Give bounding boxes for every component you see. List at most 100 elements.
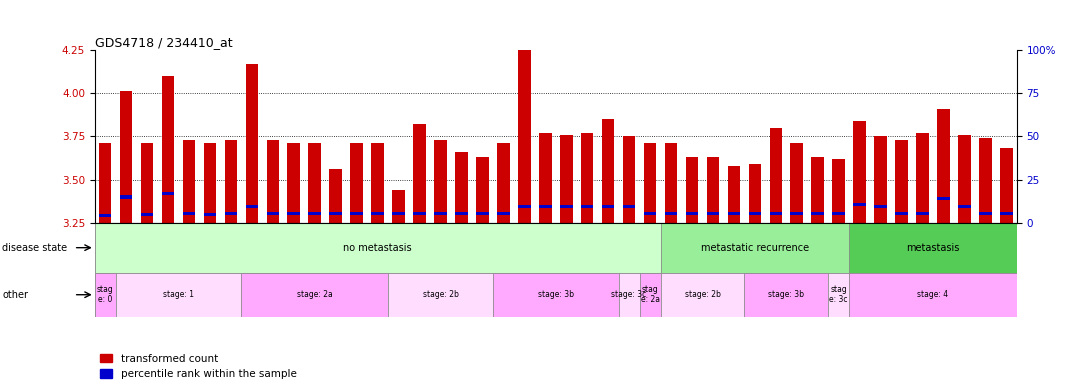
Bar bbox=[665, 212, 677, 215]
Text: stage: 2b: stage: 2b bbox=[684, 290, 721, 299]
Bar bbox=[560, 205, 572, 208]
Bar bbox=[619, 273, 639, 317]
Bar bbox=[476, 212, 489, 215]
Bar bbox=[493, 273, 619, 317]
Bar bbox=[643, 143, 656, 223]
Text: metastatic recurrence: metastatic recurrence bbox=[700, 243, 809, 253]
Bar bbox=[833, 212, 845, 215]
Bar bbox=[267, 212, 279, 215]
Bar bbox=[979, 212, 992, 215]
Bar bbox=[225, 140, 237, 223]
Bar bbox=[958, 205, 971, 208]
Bar bbox=[183, 140, 195, 223]
Bar bbox=[413, 124, 426, 223]
Bar bbox=[287, 212, 300, 215]
Bar bbox=[581, 205, 594, 208]
Bar bbox=[455, 152, 468, 223]
Bar bbox=[707, 212, 719, 215]
Legend: transformed count, percentile rank within the sample: transformed count, percentile rank withi… bbox=[100, 354, 297, 379]
Bar bbox=[95, 223, 661, 273]
Bar bbox=[435, 140, 447, 223]
Text: stag
e: 3c: stag e: 3c bbox=[830, 285, 848, 305]
Bar bbox=[875, 136, 887, 223]
Bar bbox=[791, 212, 803, 215]
Bar bbox=[849, 273, 1017, 317]
Bar bbox=[917, 133, 929, 223]
Bar bbox=[539, 205, 552, 208]
Text: GDS4718 / 234410_at: GDS4718 / 234410_at bbox=[95, 36, 232, 49]
Text: metastasis: metastasis bbox=[906, 243, 960, 253]
Bar bbox=[99, 214, 112, 217]
Bar bbox=[727, 166, 740, 223]
Bar bbox=[329, 169, 342, 223]
Text: no metastasis: no metastasis bbox=[343, 243, 412, 253]
Bar bbox=[119, 195, 132, 199]
Bar bbox=[119, 91, 132, 223]
Text: other: other bbox=[2, 290, 28, 300]
Bar bbox=[979, 138, 992, 223]
Bar bbox=[745, 273, 829, 317]
Bar bbox=[388, 273, 493, 317]
Bar bbox=[811, 157, 824, 223]
Bar bbox=[371, 212, 384, 215]
Bar bbox=[476, 157, 489, 223]
Bar bbox=[769, 128, 782, 223]
Bar bbox=[829, 273, 849, 317]
Bar bbox=[393, 212, 405, 215]
Bar bbox=[707, 157, 719, 223]
Bar bbox=[393, 190, 405, 223]
Bar bbox=[225, 212, 237, 215]
Bar bbox=[853, 121, 866, 223]
Bar bbox=[1000, 149, 1013, 223]
Bar bbox=[937, 197, 950, 200]
Bar bbox=[329, 212, 342, 215]
Bar bbox=[497, 212, 510, 215]
Bar bbox=[875, 205, 887, 208]
Bar bbox=[1000, 212, 1013, 215]
Bar bbox=[161, 192, 174, 195]
Bar bbox=[685, 157, 698, 223]
Text: stage: 3b: stage: 3b bbox=[768, 290, 804, 299]
Bar bbox=[267, 140, 279, 223]
Bar bbox=[895, 212, 908, 215]
Bar bbox=[895, 140, 908, 223]
Bar bbox=[623, 136, 636, 223]
Bar bbox=[917, 212, 929, 215]
Bar bbox=[601, 119, 614, 223]
Bar bbox=[665, 143, 677, 223]
Bar bbox=[749, 212, 761, 215]
Bar bbox=[351, 212, 363, 215]
Text: stage: 2a: stage: 2a bbox=[297, 290, 332, 299]
Bar bbox=[141, 213, 154, 216]
Bar bbox=[99, 143, 112, 223]
Bar bbox=[203, 213, 216, 216]
Bar bbox=[245, 205, 258, 208]
Bar bbox=[661, 223, 849, 273]
Bar bbox=[639, 273, 661, 317]
Bar bbox=[518, 205, 530, 208]
Bar bbox=[287, 143, 300, 223]
Bar bbox=[853, 203, 866, 206]
Text: stage: 4: stage: 4 bbox=[918, 290, 949, 299]
Bar bbox=[791, 143, 803, 223]
Bar bbox=[833, 159, 845, 223]
Bar bbox=[455, 212, 468, 215]
Bar bbox=[95, 273, 115, 317]
Bar bbox=[435, 212, 447, 215]
Bar bbox=[309, 212, 321, 215]
Bar bbox=[413, 212, 426, 215]
Bar bbox=[351, 143, 363, 223]
Text: stage: 3b: stage: 3b bbox=[538, 290, 574, 299]
Text: disease state: disease state bbox=[2, 243, 68, 253]
Bar bbox=[497, 143, 510, 223]
Bar bbox=[937, 109, 950, 223]
Bar bbox=[661, 273, 745, 317]
Bar bbox=[115, 273, 241, 317]
Bar bbox=[203, 143, 216, 223]
Bar bbox=[769, 212, 782, 215]
Bar bbox=[849, 223, 1017, 273]
Bar bbox=[518, 45, 530, 223]
Text: stage: 3c: stage: 3c bbox=[611, 290, 647, 299]
Bar bbox=[539, 133, 552, 223]
Bar bbox=[811, 212, 824, 215]
